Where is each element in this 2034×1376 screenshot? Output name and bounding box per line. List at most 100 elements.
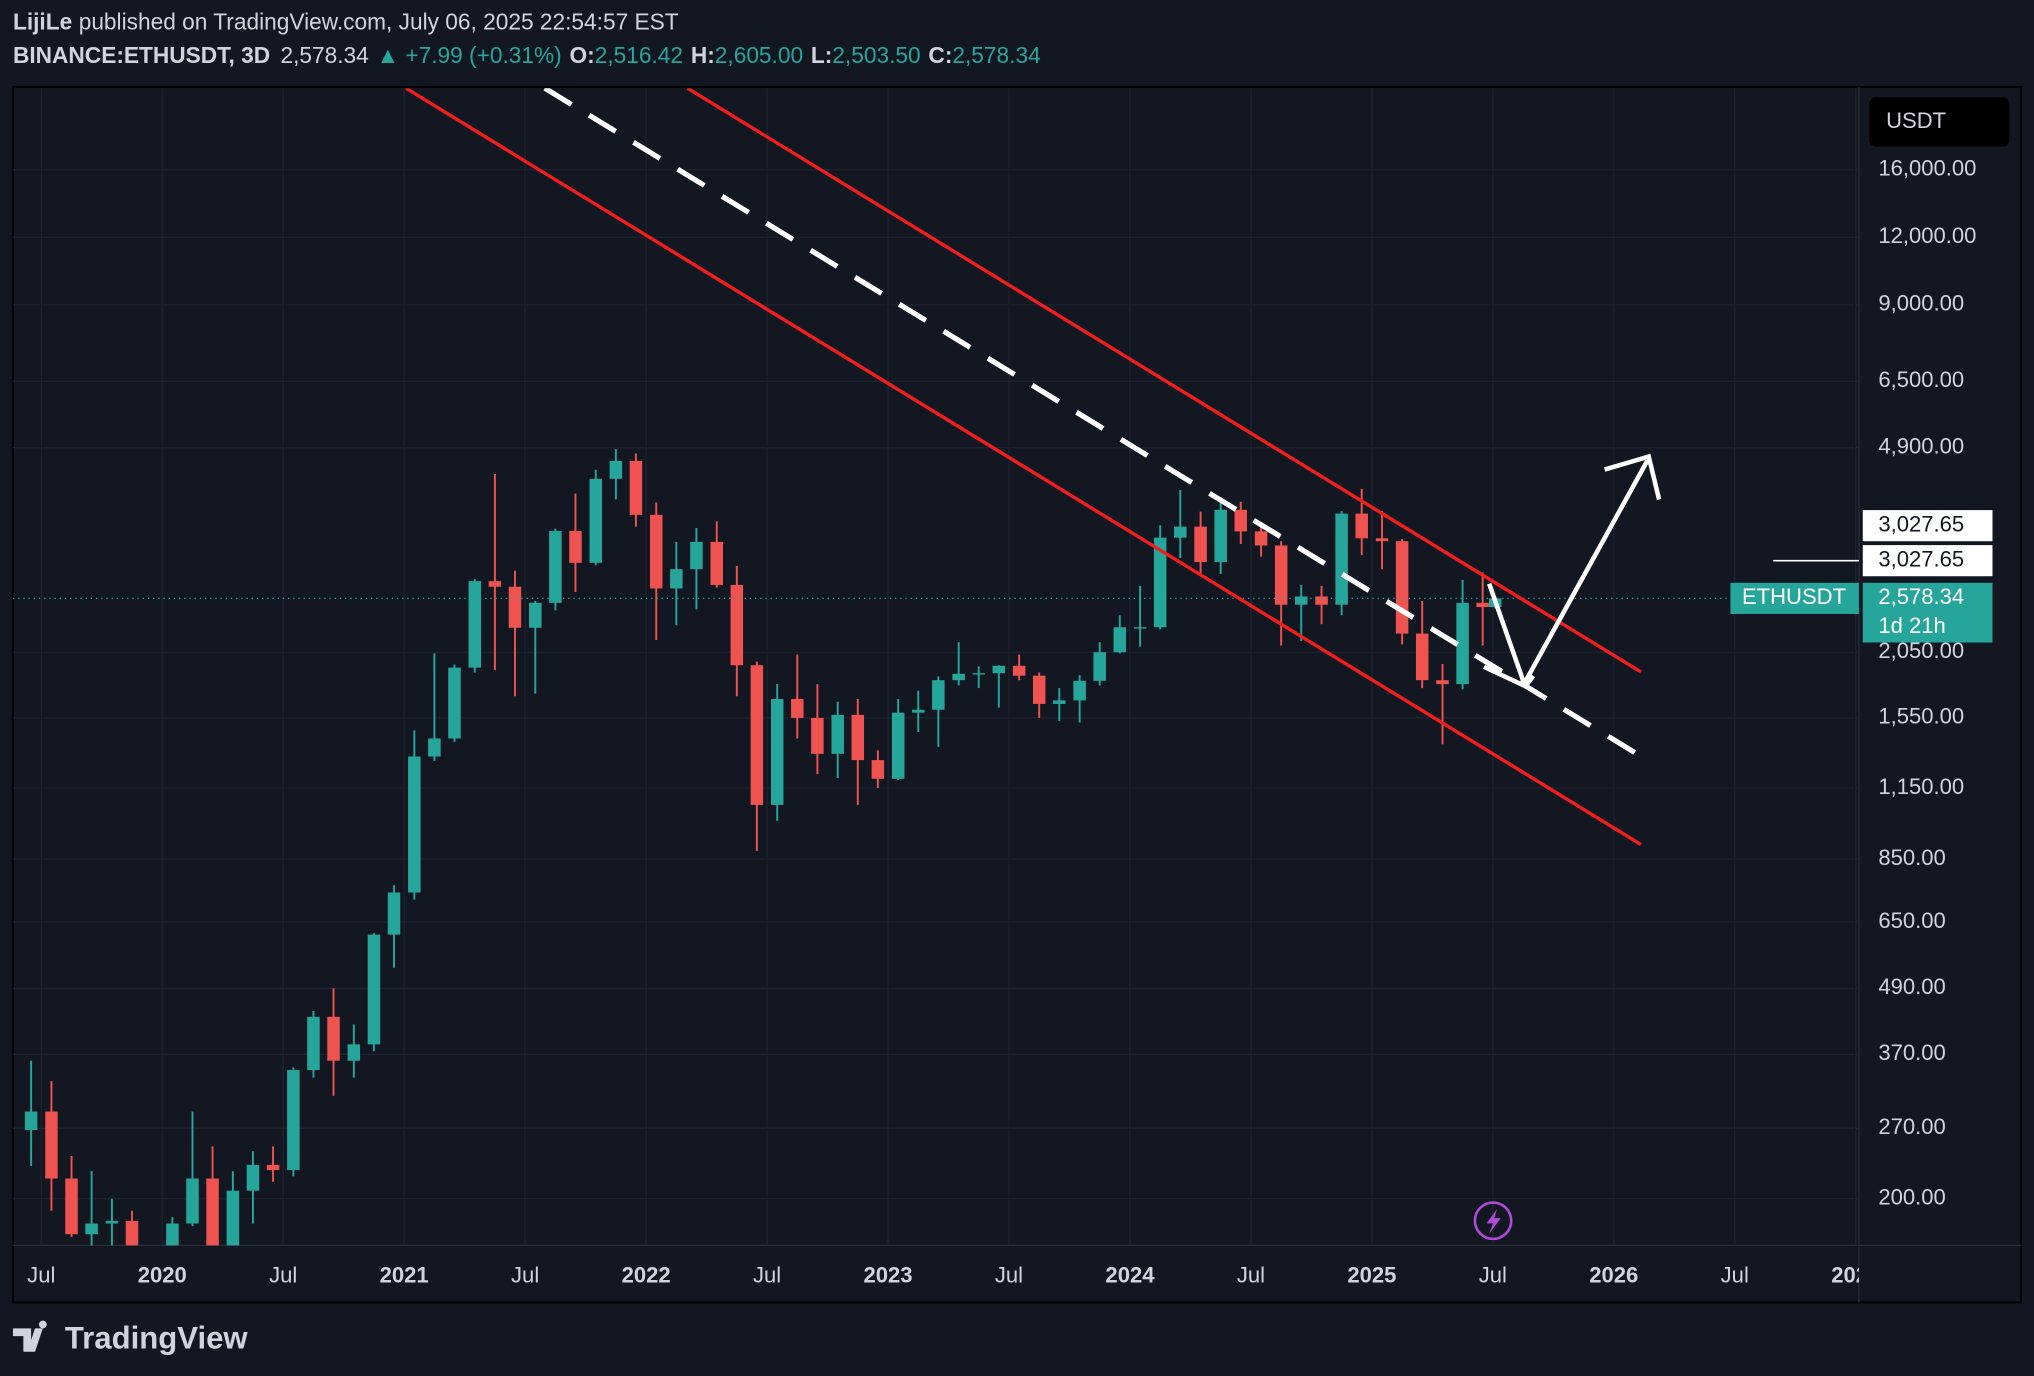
candle-body [1113,627,1127,653]
candle-body [45,1111,58,1179]
candle-body [730,584,744,666]
candle-body [770,698,784,805]
candle-body [791,698,804,718]
x-tick-label: Jul [511,1262,539,1287]
currency-box[interactable] [1869,97,2010,147]
price-tags: ETHUSDT 2,578.34 1d 21h 3,027.65 3,027.65 [1730,510,1993,643]
x-tick-label: 2023 [864,1262,913,1287]
candle-body [85,1223,98,1235]
candle-body [1194,526,1207,563]
candle-body [347,1044,361,1061]
x-axis: Jul 2020 Jul 2021 Jul 2022 Jul 2023 Jul 2024 Jul 20… [27,1262,1880,1287]
chart-frame [11,85,2023,1304]
candle-body [569,531,582,563]
x-tick-label: 2024 [1105,1262,1155,1287]
logo-mark [12,1320,47,1352]
ohlc-value: 2,578.34 [952,42,1040,68]
candle-body [327,1016,340,1061]
candles [12,449,1859,1246]
candle-body [750,665,764,805]
candle-body [629,460,643,515]
y-tick-label: 850.00 [1878,845,1945,870]
candle-body [952,673,965,681]
candle-body [529,602,542,628]
x-tick-label: Jul [27,1262,55,1287]
x-tick-label: 2026 [1589,1262,1638,1287]
y-tick-label: 16,000.00 [1878,156,1976,181]
candle-body [1355,513,1368,539]
x-tick-label: 2021 [380,1262,429,1287]
brand: TradingView [65,1320,249,1355]
candle-body [367,934,381,1045]
ohlc-value: 2,503.50 [832,42,920,68]
y-tick-label: 1,150.00 [1878,774,1964,799]
ohlc-key: C: [928,42,952,68]
candle-body [246,1164,260,1191]
drawings [405,88,1662,1241]
candle-body [508,586,522,628]
y-tick-label: 200.00 [1878,1185,1945,1210]
published: published on TradingView.com, July 06, 2… [79,8,679,34]
candle-body [1436,680,1449,685]
symbol-line: BINANCE:ETHUSDT, 3D 2,578.34 ▲ +7.99 (+0.3… [13,42,1041,68]
arrow-head [1603,453,1662,500]
y-tick-label: 270.00 [1878,1114,1945,1139]
candle-body [24,1111,38,1131]
candle-body [650,514,663,589]
price-line-label: 3,027.65 [1878,511,1964,536]
candle-body [206,1178,219,1246]
candle-body [1315,596,1328,605]
x-tick-label: Jul [1237,1262,1265,1287]
price-line-box [1862,510,1993,542]
currency: USDT [1886,108,1946,133]
candle-body [1415,633,1429,681]
candle-body [166,1223,179,1246]
candle-body [932,680,945,710]
y-tick-label: 1,550.00 [1878,704,1964,729]
candle-body [468,581,482,668]
candle-body [972,673,985,675]
symbol-tag-box [1730,582,1859,614]
alert-icon[interactable] [1473,1201,1513,1241]
candle-body [287,1070,300,1171]
candle-body [891,712,905,779]
candle-body [831,714,844,754]
candle-body [387,892,401,935]
candle-body [912,709,925,713]
candle-body [1153,537,1167,628]
symbol-tag: ETHUSDT [1742,584,1846,609]
candle-body [226,1190,240,1246]
candle-body [1456,602,1469,685]
candle-body [1395,541,1409,634]
y-tick-label: 6,500.00 [1878,367,1964,392]
candle-body [1073,680,1086,701]
candle-body [307,1016,320,1071]
candle-body [670,569,683,589]
candle-body [1133,627,1147,629]
x-tick-label: 2020 [138,1262,187,1287]
footer-logo: TradingView [12,1320,249,1355]
candle-body [811,717,824,754]
y-tick-label: 9,000.00 [1878,291,1964,316]
author: LijiLe [13,8,72,34]
candle-body [1254,531,1268,546]
last: 2,578.34 [280,42,368,68]
y-tick-label: 650.00 [1878,908,1945,933]
candle-body [1476,602,1489,608]
candle-body [428,738,441,757]
candle-body [1294,596,1308,605]
y-tick-label: 4,900.00 [1878,433,1964,458]
price-line-label: 3,027.65 [1878,547,1964,572]
candle-body [871,760,885,779]
candle-body [1335,513,1348,605]
candle-body [65,1178,78,1235]
candle-body [549,531,562,603]
x-tick-label: 2025 [1347,1262,1396,1287]
candle-body [1053,700,1066,704]
price-line-box [1862,545,1993,577]
symbol: BINANCE:ETHUSDT, 3D [13,42,270,68]
candle-body [609,460,623,479]
channel-lower [405,88,1642,846]
x-tick-label: 2027 [1831,1262,1880,1287]
